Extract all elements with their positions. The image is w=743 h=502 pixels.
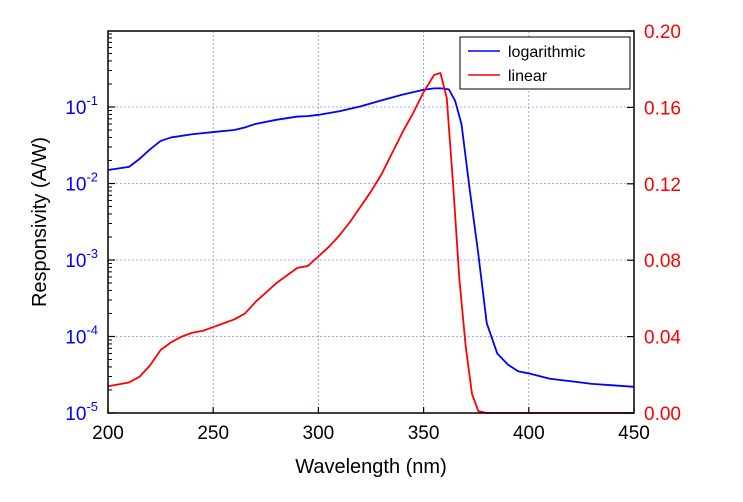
tick-layer: [107, 30, 635, 414]
left-tick-exponent: -2: [86, 170, 98, 185]
right-tick-label: 0.00: [644, 404, 681, 425]
series-layer: [107, 72, 635, 414]
plot-frame: [107, 30, 635, 414]
legend: logarithmic linear: [459, 36, 631, 90]
right-tick-label: 0.08: [644, 251, 681, 272]
left-tick-exponent: -3: [86, 246, 98, 261]
legend-label-linear: linear: [508, 68, 548, 85]
left-tick-label: 10-5: [65, 399, 98, 425]
series-line-linear: [107, 72, 634, 414]
x-tick-label: 350: [408, 423, 440, 444]
right-tick-label: 0.16: [644, 98, 681, 119]
left-tick-exponent: -5: [86, 399, 98, 414]
x-tick-label: 200: [92, 423, 124, 444]
left-tick-label: 10-2: [65, 170, 98, 196]
right-tick-label: 0.04: [644, 328, 681, 349]
left-tick-label: 10-4: [65, 323, 98, 349]
right-tick-label: 0.12: [644, 175, 681, 196]
right-tick-label: 0.20: [644, 22, 681, 43]
x-tick-label: 300: [303, 423, 335, 444]
legend-label-logarithmic: logarithmic: [508, 44, 585, 61]
y-axis-title: Responsivity (A/W): [29, 137, 51, 307]
left-tick-label: 10-3: [65, 246, 98, 272]
x-tick-label: 400: [513, 423, 545, 444]
left-tick-label: 10-1: [65, 93, 98, 119]
x-tick-label: 450: [618, 423, 650, 444]
x-axis-title: Wavelength (nm): [295, 456, 447, 478]
series-line-logarithmic: [107, 87, 635, 388]
x-tick-label: 250: [197, 423, 229, 444]
left-tick-exponent: -1: [86, 93, 98, 108]
left-tick-exponent: -4: [86, 323, 98, 338]
legend-box: [459, 36, 631, 90]
